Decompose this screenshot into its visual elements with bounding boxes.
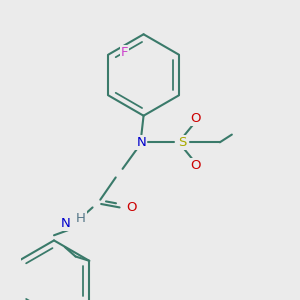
- Text: O: O: [190, 112, 201, 125]
- Text: O: O: [126, 201, 136, 214]
- Text: S: S: [178, 136, 186, 149]
- Text: O: O: [190, 159, 201, 172]
- Text: N: N: [60, 217, 70, 230]
- Text: N: N: [136, 136, 146, 149]
- Text: F: F: [121, 46, 128, 59]
- Text: H: H: [76, 212, 86, 225]
